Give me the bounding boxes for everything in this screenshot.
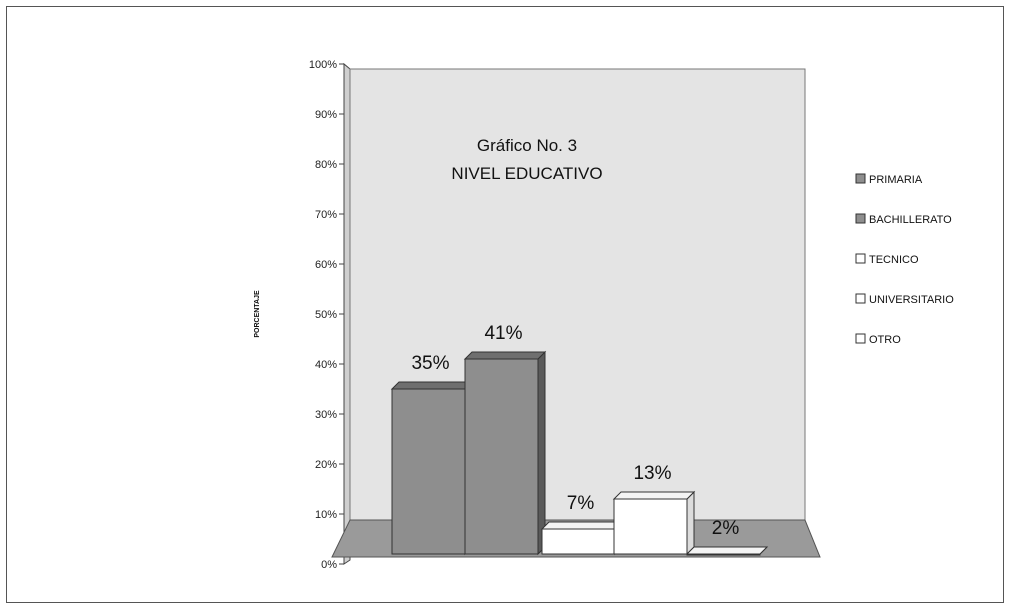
legend-swatch xyxy=(855,333,866,344)
data-label: 2% xyxy=(712,518,740,539)
y-tick-label: 90% xyxy=(315,109,337,121)
legend-swatch xyxy=(855,213,866,224)
legend-label: UNIVERSITARIO xyxy=(869,294,954,306)
bar-front xyxy=(541,528,616,555)
bar-front xyxy=(391,388,466,555)
bar-otro xyxy=(685,546,769,556)
bar-top xyxy=(612,491,696,500)
legend-swatch xyxy=(855,253,866,264)
bar-top xyxy=(463,351,547,360)
bar-top xyxy=(390,381,474,390)
bar-universitario xyxy=(612,490,696,556)
bar-top xyxy=(685,546,769,555)
y-tick-label: 50% xyxy=(315,309,337,321)
legend-label: BACHILLERATO xyxy=(869,214,952,226)
chart-title-line-2: NIVEL EDUCATIVO xyxy=(451,164,602,183)
side-wall xyxy=(343,62,351,565)
y-axis: 0% 10% 20% 30% 40% 50% 60% 70% 80% 90% 100% xyxy=(309,59,344,571)
y-tick-label: 70% xyxy=(315,209,337,221)
y-tick-label: 0% xyxy=(321,559,337,571)
chart-frame: 0% 10% 20% 30% 40% 50% 60% 70% 80% 90% 100% PORCEN… xyxy=(6,6,1004,603)
bar-side xyxy=(537,350,546,556)
data-labels-group: 35% 41% 7% 13% 2% xyxy=(411,323,739,539)
y-tick-label: 10% xyxy=(315,509,337,521)
legend-swatch xyxy=(855,173,866,184)
y-tick-label: 60% xyxy=(315,259,337,271)
chart-title-line-1: Gráfico No. 3 xyxy=(477,136,577,155)
y-tick-label: 20% xyxy=(315,459,337,471)
data-label: 7% xyxy=(567,493,595,514)
chart-legend: PRIMARIA BACHILLERATO TECNICO UNIVERSITARIO… xyxy=(855,173,954,346)
legend-label: OTRO xyxy=(869,334,901,346)
legend-swatch xyxy=(855,293,866,304)
bar-front xyxy=(613,498,688,555)
y-tick-label: 80% xyxy=(315,159,337,171)
bar-chart: 0% 10% 20% 30% 40% 50% 60% 70% 80% 90% 100% PORCEN… xyxy=(254,59,954,571)
legend-label: TECNICO xyxy=(869,254,919,266)
bar-bachillerato xyxy=(463,350,547,556)
data-label: 35% xyxy=(411,353,449,374)
legend-label: PRIMARIA xyxy=(869,174,923,186)
bars-group xyxy=(390,350,769,556)
y-tick-label: 100% xyxy=(309,59,337,71)
bar-tecnico xyxy=(540,520,624,556)
y-axis-label: PORCENTAJE xyxy=(254,290,261,338)
data-label: 41% xyxy=(484,323,522,344)
data-label: 13% xyxy=(633,463,671,484)
y-tick-label: 40% xyxy=(315,359,337,371)
y-tick-label: 30% xyxy=(315,409,337,421)
bar-front xyxy=(686,553,761,556)
bar-side xyxy=(686,490,695,556)
bar-front xyxy=(464,358,539,555)
bar-top xyxy=(540,521,624,530)
bar-primaria xyxy=(390,380,474,556)
